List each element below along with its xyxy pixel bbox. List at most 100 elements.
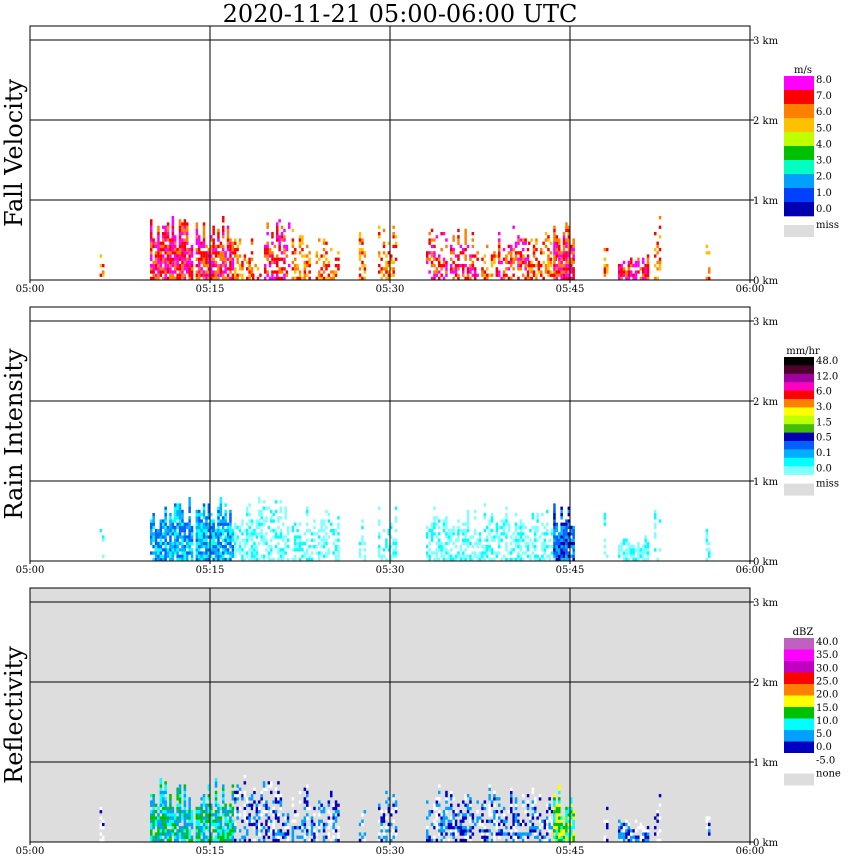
data-cell <box>526 806 530 811</box>
data-cell <box>277 816 280 820</box>
data-cell <box>202 241 206 245</box>
data-cell <box>547 264 550 268</box>
data-cell <box>274 535 278 539</box>
data-cell <box>435 816 439 820</box>
data-cell <box>219 522 223 526</box>
data-cell <box>183 251 187 255</box>
data-cell <box>266 273 269 277</box>
data-cell <box>517 822 520 827</box>
y-tick-label: 0 km <box>753 276 779 287</box>
data-cell <box>543 835 547 839</box>
data-cell <box>498 545 501 549</box>
data-cell <box>450 832 453 836</box>
data-cell <box>162 554 165 558</box>
data-cell <box>361 238 364 242</box>
data-cell <box>382 816 386 820</box>
data-cell <box>159 270 163 274</box>
data-cell <box>387 532 391 536</box>
colorbar-swatch <box>784 202 814 217</box>
data-cell <box>390 525 393 530</box>
data-cell <box>308 557 311 562</box>
data-cell <box>705 541 709 546</box>
data-cell <box>450 797 453 801</box>
data-cell <box>217 557 220 562</box>
data-cell <box>481 557 484 562</box>
data-cell <box>271 257 274 261</box>
data-cell <box>519 260 523 265</box>
data-cell <box>298 535 302 539</box>
data-cell <box>471 232 475 236</box>
data-cell <box>567 519 571 523</box>
data-cell <box>264 276 267 281</box>
data-cell <box>288 225 291 229</box>
data-cell <box>322 238 326 242</box>
data-cell <box>262 557 266 562</box>
data-cell <box>644 273 647 277</box>
data-cell <box>277 548 280 552</box>
data-cell <box>152 267 155 271</box>
data-cell <box>620 826 623 830</box>
data-cell <box>507 276 511 281</box>
data-cell <box>250 819 254 823</box>
data-cell <box>548 826 551 830</box>
data-cell <box>542 260 545 265</box>
data-cell <box>510 800 513 804</box>
data-cell <box>517 276 520 281</box>
data-cell <box>705 816 709 820</box>
data-cell <box>438 538 441 542</box>
data-cell <box>246 532 249 536</box>
data-cell <box>322 264 326 268</box>
data-cell <box>298 541 302 546</box>
data-cell <box>553 803 556 807</box>
data-cell <box>572 810 575 814</box>
data-cell <box>154 548 158 552</box>
data-cell <box>426 251 429 255</box>
data-cell <box>562 276 566 281</box>
data-cell <box>217 235 220 239</box>
data-cell <box>169 257 172 261</box>
data-cell <box>273 244 277 249</box>
data-cell <box>459 554 463 558</box>
data-cell <box>483 548 487 552</box>
data-cell <box>522 257 525 261</box>
colorbar-swatch <box>784 90 814 105</box>
data-cell <box>318 554 321 558</box>
data-cell <box>558 251 561 255</box>
data-cell <box>466 270 470 274</box>
data-cell <box>280 232 284 236</box>
data-cell <box>536 816 539 820</box>
data-cell <box>169 548 172 552</box>
data-cell <box>210 525 213 530</box>
data-cell <box>202 554 206 558</box>
data-cell <box>457 826 460 830</box>
data-cell <box>176 251 179 255</box>
data-cell <box>517 813 520 817</box>
data-cell <box>567 264 571 268</box>
data-cell <box>176 554 179 558</box>
data-cell <box>454 545 458 549</box>
data-cell <box>282 554 285 558</box>
data-cell <box>426 816 429 820</box>
data-cell <box>464 557 467 562</box>
data-cell <box>603 538 607 542</box>
data-cell <box>567 806 571 811</box>
data-cell <box>553 503 556 507</box>
data-cell <box>392 835 395 839</box>
data-cell <box>361 251 364 255</box>
data-cell <box>176 548 179 552</box>
data-cell <box>150 222 153 226</box>
data-cell <box>202 816 206 820</box>
data-cell <box>510 535 513 539</box>
data-cell <box>150 264 153 268</box>
data-cell <box>361 538 364 542</box>
data-cell <box>457 554 460 558</box>
data-cell <box>276 257 279 261</box>
data-cell <box>637 260 640 265</box>
data-cell <box>283 276 286 281</box>
data-cell <box>164 813 167 817</box>
data-cell <box>642 260 645 265</box>
data-cell <box>159 810 163 814</box>
data-cell <box>478 532 482 536</box>
data-cell <box>200 251 203 255</box>
data-cell <box>238 838 242 843</box>
